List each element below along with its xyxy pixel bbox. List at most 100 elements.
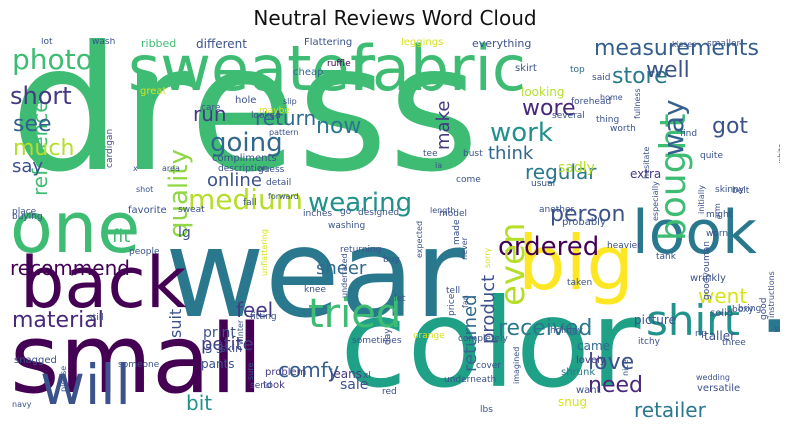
cloud-word: rip bbox=[695, 329, 707, 339]
cloud-word: xl bbox=[363, 371, 371, 381]
cloud-word: place bbox=[12, 207, 37, 217]
cloud-word: home bbox=[600, 93, 623, 102]
cloud-word: tee bbox=[423, 149, 438, 159]
cloud-word: skinny bbox=[715, 185, 745, 195]
cloud-word: never bbox=[460, 237, 469, 260]
cloud-word: say bbox=[12, 156, 44, 177]
cloud-word: want bbox=[576, 385, 601, 396]
cloud-word: maybe bbox=[259, 106, 290, 116]
cloud-word: buy bbox=[383, 255, 400, 265]
word-cloud: dress wear size color small back sweater fabric… bbox=[10, 38, 780, 424]
cloud-word: bring bbox=[738, 304, 762, 314]
cloud-word: petite bbox=[201, 334, 254, 355]
cloud-word: description bbox=[218, 164, 269, 174]
cloud-word: wear bbox=[165, 203, 465, 345]
cloud-word: looked bbox=[251, 111, 281, 121]
cloud-word: designed bbox=[358, 208, 400, 218]
cloud-word: kisses bbox=[672, 40, 697, 49]
cloud-word: probably bbox=[562, 217, 606, 228]
cloud-word: sweat bbox=[178, 205, 205, 215]
cloud-word: length bbox=[430, 206, 456, 215]
cloud-word: skirt bbox=[515, 63, 537, 74]
cloud-word: received bbox=[498, 316, 593, 341]
cloud-word: red bbox=[382, 387, 397, 397]
cloud-word: wrinkly bbox=[690, 273, 726, 284]
cloud-word: arm bbox=[713, 203, 722, 219]
cloud-word: print bbox=[203, 325, 236, 341]
cloud-word: initially bbox=[697, 185, 706, 214]
cloud-word: sadly bbox=[558, 160, 595, 176]
cloud-word: forward bbox=[268, 192, 299, 201]
cloud-word: dress bbox=[10, 38, 480, 211]
chart-title: Neutral Reviews Word Cloud bbox=[253, 6, 537, 30]
cloud-word: now bbox=[316, 114, 362, 139]
cloud-word: sometimes bbox=[352, 336, 402, 346]
cloud-word: picture bbox=[634, 313, 676, 327]
cloud-word: online bbox=[207, 170, 262, 191]
cloud-word: returning bbox=[340, 245, 382, 255]
cloud-word: will bbox=[40, 353, 131, 417]
cloud-word: tried bbox=[308, 291, 402, 337]
cloud-word: way bbox=[657, 99, 690, 156]
cloud-word: x bbox=[133, 164, 138, 173]
cloud-word: wash bbox=[92, 38, 116, 47]
cloud-word: 5'3 bbox=[205, 342, 224, 356]
cloud-word: looking bbox=[521, 85, 565, 99]
cloud-word: material bbox=[12, 308, 104, 333]
cloud-word: someone bbox=[118, 360, 160, 370]
cloud-word: buying bbox=[12, 212, 43, 222]
cloud-word: area bbox=[162, 164, 180, 173]
cloud-word: comfy bbox=[278, 358, 340, 382]
cloud-word: Flattering bbox=[304, 38, 353, 48]
cloud-word: color bbox=[340, 273, 641, 415]
cloud-word: fitting bbox=[250, 312, 277, 322]
cloud-word: snug bbox=[558, 395, 588, 409]
cloud-word: jeans bbox=[330, 367, 362, 381]
cloud-word: taken bbox=[567, 278, 593, 288]
cloud-word: regular bbox=[525, 160, 597, 184]
cloud-word: ordered bbox=[498, 232, 600, 262]
cloud-word: well bbox=[646, 58, 690, 83]
cloud-word: lbs bbox=[480, 405, 493, 415]
cloud-word: took bbox=[263, 380, 285, 391]
cloud-word: came bbox=[577, 339, 611, 353]
cloud-word: ribbed bbox=[141, 38, 177, 50]
cloud-word: bit bbox=[186, 391, 213, 415]
cloud-word: price bbox=[447, 293, 457, 316]
cloud-word: snagged bbox=[14, 355, 57, 366]
cloud-word: usual bbox=[531, 179, 556, 189]
cloud-word: three bbox=[722, 338, 746, 348]
cloud-word: please bbox=[59, 365, 68, 392]
cloud-word: compliments bbox=[212, 153, 277, 164]
cloud-word: underrated bbox=[340, 253, 349, 298]
cloud-word: even bbox=[493, 222, 533, 306]
cloud-word: look bbox=[632, 198, 757, 268]
cloud-word: unflattering bbox=[260, 229, 269, 276]
cloud-word: taller bbox=[704, 329, 736, 343]
cloud-word: much bbox=[13, 136, 75, 161]
cloud-word: medium bbox=[188, 183, 304, 216]
cloud-word: guess bbox=[258, 165, 285, 175]
cloud-word: recommend bbox=[10, 256, 130, 280]
cloud-word: run bbox=[193, 102, 227, 126]
cloud-word: sale bbox=[340, 377, 369, 393]
cloud-word: pants bbox=[201, 357, 235, 371]
cloud-word: especially bbox=[651, 181, 660, 221]
cloud-word: problem bbox=[265, 367, 307, 378]
cloud-word: work bbox=[490, 118, 553, 148]
cloud-word: fit bbox=[112, 226, 131, 247]
cloud-word: itchy bbox=[638, 337, 661, 347]
cloud-word: go bbox=[340, 207, 352, 217]
cloud-word: shrunk bbox=[561, 367, 596, 378]
cloud-word: side bbox=[774, 325, 780, 335]
cloud-word: short bbox=[10, 82, 72, 110]
cloud-word: navy bbox=[12, 400, 32, 409]
cloud-word: thing bbox=[596, 115, 620, 125]
cloud-word: everything bbox=[472, 38, 532, 50]
cloud-word: might bbox=[706, 210, 733, 220]
cloud-word: send bbox=[250, 381, 272, 391]
cloud-word: got bbox=[712, 114, 749, 139]
cloud-word: ruffle bbox=[327, 59, 351, 69]
cloud-word: boxy bbox=[732, 305, 754, 315]
cloud-word: smaller bbox=[707, 39, 741, 49]
